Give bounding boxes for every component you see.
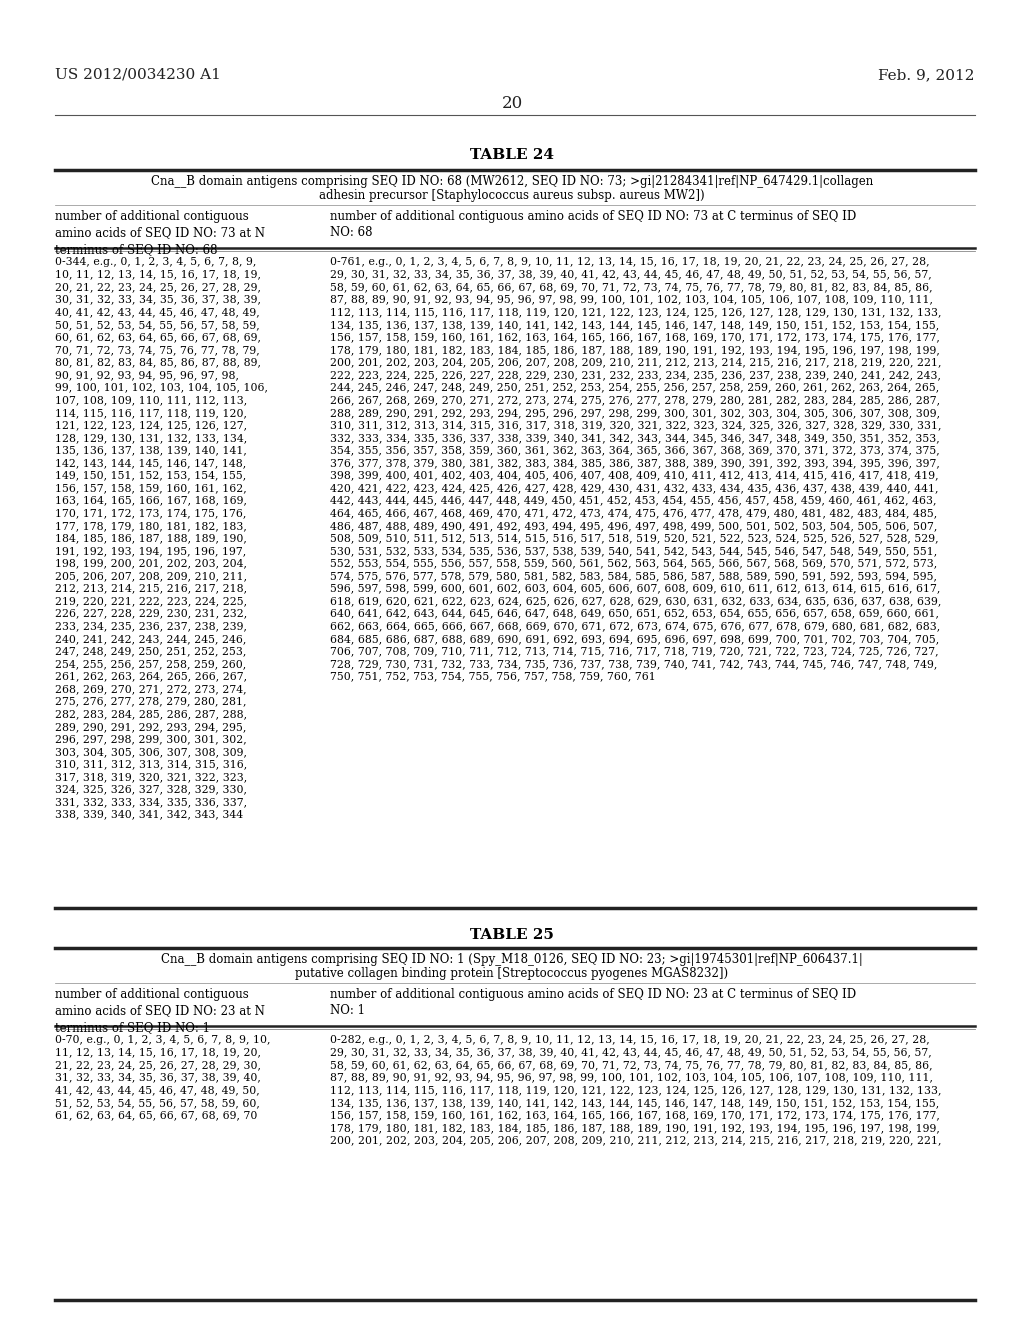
- Text: TABLE 25: TABLE 25: [470, 928, 554, 942]
- Text: 20: 20: [502, 95, 522, 112]
- Text: TABLE 24: TABLE 24: [470, 148, 554, 162]
- Text: adhesin precursor [Staphylococcus aureus subsp. aureus MW2]): adhesin precursor [Staphylococcus aureus…: [319, 189, 705, 202]
- Text: putative collagen binding protein [Streptococcus pyogenes MGAS8232]): putative collagen binding protein [Strep…: [296, 968, 728, 979]
- Text: number of additional contiguous
amino acids of SEQ ID NO: 23 at N
terminus of SE: number of additional contiguous amino ac…: [55, 987, 265, 1034]
- Text: Feb. 9, 2012: Feb. 9, 2012: [879, 69, 975, 82]
- Text: US 2012/0034230 A1: US 2012/0034230 A1: [55, 69, 221, 82]
- Text: Cna__B domain antigens comprising SEQ ID NO: 1 (Spy_M18_0126, SEQ ID NO: 23; >gi: Cna__B domain antigens comprising SEQ ID…: [161, 953, 863, 966]
- Text: 0-70, e.g., 0, 1, 2, 3, 4, 5, 6, 7, 8, 9, 10,
11, 12, 13, 14, 15, 16, 17, 18, 19: 0-70, e.g., 0, 1, 2, 3, 4, 5, 6, 7, 8, 9…: [55, 1035, 270, 1121]
- Text: Cna__B domain antigens comprising SEQ ID NO: 68 (MW2612, SEQ ID NO: 73; >gi|2128: Cna__B domain antigens comprising SEQ ID…: [151, 176, 873, 187]
- Text: 0-344, e.g., 0, 1, 2, 3, 4, 5, 6, 7, 8, 9,
10, 11, 12, 13, 14, 15, 16, 17, 18, 1: 0-344, e.g., 0, 1, 2, 3, 4, 5, 6, 7, 8, …: [55, 257, 268, 820]
- Text: 0-282, e.g., 0, 1, 2, 3, 4, 5, 6, 7, 8, 9, 10, 11, 12, 13, 14, 15, 16, 17, 18, 1: 0-282, e.g., 0, 1, 2, 3, 4, 5, 6, 7, 8, …: [330, 1035, 941, 1146]
- Text: number of additional contiguous
amino acids of SEQ ID NO: 73 at N
terminus of SE: number of additional contiguous amino ac…: [55, 210, 265, 256]
- Text: number of additional contiguous amino acids of SEQ ID NO: 73 at C terminus of SE: number of additional contiguous amino ac…: [330, 210, 856, 239]
- Text: number of additional contiguous amino acids of SEQ ID NO: 23 at C terminus of SE: number of additional contiguous amino ac…: [330, 987, 856, 1018]
- Text: 0-761, e.g., 0, 1, 2, 3, 4, 5, 6, 7, 8, 9, 10, 11, 12, 13, 14, 15, 16, 17, 18, 1: 0-761, e.g., 0, 1, 2, 3, 4, 5, 6, 7, 8, …: [330, 257, 941, 681]
